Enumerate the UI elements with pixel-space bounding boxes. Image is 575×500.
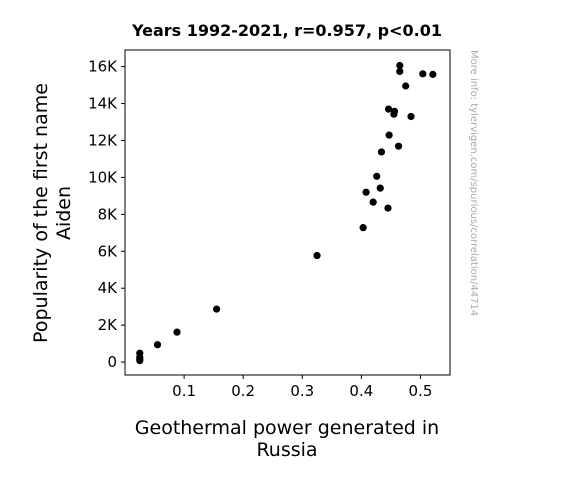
- data-point: [419, 70, 427, 78]
- watermark-text: More info: tylervigen.com/spurious/corre…: [468, 50, 479, 316]
- x-tick-label: 0.3: [290, 382, 314, 400]
- plot-area-frame: [124, 49, 451, 376]
- y-tick-label: 2K: [98, 316, 119, 334]
- data-point: [136, 349, 144, 357]
- y-tick-label: 6K: [98, 242, 119, 260]
- y-axis-label-line1: Popularity of the first name: [30, 83, 52, 343]
- y-tick-label: 0: [107, 353, 117, 371]
- data-point: [385, 131, 393, 139]
- x-axis-label-line1: Geothermal power generated in: [135, 417, 439, 439]
- data-point: [369, 198, 377, 206]
- data-point: [373, 172, 381, 180]
- x-tick-label: 0.4: [349, 382, 373, 400]
- data-point: [359, 224, 367, 232]
- y-tick-label: 16K: [88, 58, 118, 76]
- x-tick-label: 0.5: [409, 382, 433, 400]
- data-point: [396, 61, 404, 70]
- data-point: [384, 204, 392, 212]
- y-tick-label: 12K: [88, 131, 118, 149]
- data-point: [390, 107, 399, 115]
- y-axis-label-line2: Aiden: [53, 186, 75, 240]
- data-point: [394, 142, 403, 150]
- chart-title: Years 1992-2021, r=0.957, p<0.01: [131, 21, 442, 40]
- y-tick-label: 14K: [88, 95, 118, 113]
- data-point: [396, 67, 404, 76]
- data-point: [407, 112, 415, 121]
- data-point: [212, 305, 221, 313]
- x-axis: 0.1 0.2 0.3 0.4 0.5: [172, 375, 432, 400]
- y-axis: 0 2K 4K 6K 8K 10K 12K 14K 16K: [88, 58, 125, 371]
- x-tick-label: 0.2: [231, 382, 255, 400]
- data-point: [173, 328, 181, 336]
- data-point: [429, 70, 437, 78]
- data-point: [153, 341, 162, 349]
- x-axis-label-line2: Russia: [256, 439, 317, 461]
- data-point: [313, 251, 321, 260]
- y-tick-label: 10K: [88, 168, 118, 186]
- y-tick-label: 8K: [98, 205, 119, 223]
- data-points: [136, 61, 437, 365]
- data-point: [377, 148, 386, 156]
- data-point: [402, 82, 410, 90]
- x-tick-label: 0.1: [172, 382, 196, 400]
- y-tick-label: 4K: [98, 279, 119, 297]
- data-point: [362, 188, 370, 196]
- data-point: [376, 184, 384, 192]
- data-point: [384, 105, 393, 113]
